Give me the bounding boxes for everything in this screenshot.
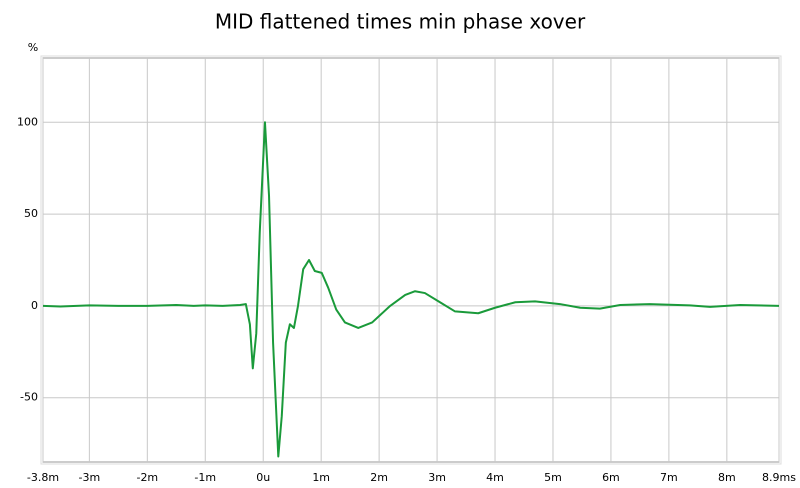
chart-title: MID flattened times min phase xover [215,10,586,34]
x-tick-label: 2m [370,471,388,484]
x-tick-label: -3m [79,471,101,484]
data-line [42,121,780,458]
x-tick-label: 0u [256,471,270,484]
x-tick-label: 7m [660,471,678,484]
y-axis-unit: % [28,41,38,54]
x-tick-label: 3m [428,471,446,484]
plot-area [42,57,780,463]
y-tick-label: 0 [31,299,38,312]
x-tick-label: -3.8m [27,471,59,484]
x-tick-label: 1m [312,471,330,484]
x-tick-label: 6m [602,471,620,484]
y-tick-label: 100 [17,115,38,128]
x-tick-label: 8.9ms [762,471,796,484]
x-tick-label: 4m [486,471,504,484]
y-tick-label: -50 [20,391,38,404]
y-tick-label: 50 [24,207,38,220]
x-tick-label: 5m [544,471,562,484]
x-tick-label: -2m [136,471,158,484]
x-tick-label: 8m [718,471,736,484]
x-tick-label: -1m [194,471,216,484]
plot-frame [40,55,782,465]
